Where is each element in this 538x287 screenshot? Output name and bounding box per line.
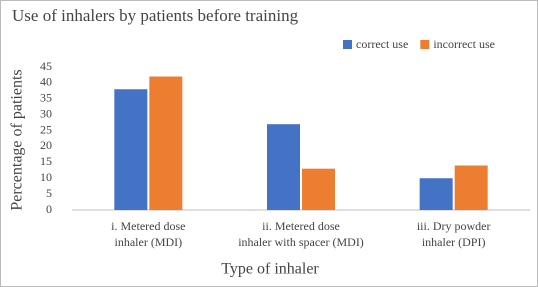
legend-swatch (420, 40, 430, 49)
bar (267, 124, 300, 210)
x-axis-title: Type of inhaler (221, 261, 319, 278)
x-tick-label: inhaler (DPI) (422, 235, 486, 249)
y-tick-label: 45 (40, 59, 52, 73)
y-tick-label: 40 (40, 75, 52, 89)
y-axis-title: Percentage of patients (9, 69, 26, 210)
y-tick-label: 5 (46, 186, 52, 200)
legend-label: incorrect use (433, 37, 495, 51)
y-tick-label: 20 (40, 138, 52, 152)
y-tick-label: 10 (40, 170, 52, 184)
y-tick-label: 35 (40, 91, 52, 105)
legend-swatch (343, 40, 352, 49)
x-tick-label: inhaler with spacer (MDI) (238, 235, 364, 249)
y-tick-label: 0 (46, 202, 52, 216)
x-tick-label: ii. Metered dose (262, 219, 340, 233)
bar (419, 178, 453, 210)
legend-label: correct use (356, 37, 408, 51)
bar (302, 168, 335, 210)
bar (149, 76, 183, 211)
bar (114, 89, 148, 210)
y-tick-label: 25 (40, 122, 52, 136)
x-tick-label: iii. Dry powder (417, 219, 491, 233)
x-tick-label: inhaler (MDI) (115, 235, 183, 249)
bar (454, 165, 488, 210)
y-tick-label: 30 (40, 106, 52, 120)
y-tick-label: 15 (40, 154, 52, 168)
x-tick-label: i. Metered dose (111, 219, 185, 233)
chart-title: Use of inhalers by patients before train… (12, 6, 299, 25)
